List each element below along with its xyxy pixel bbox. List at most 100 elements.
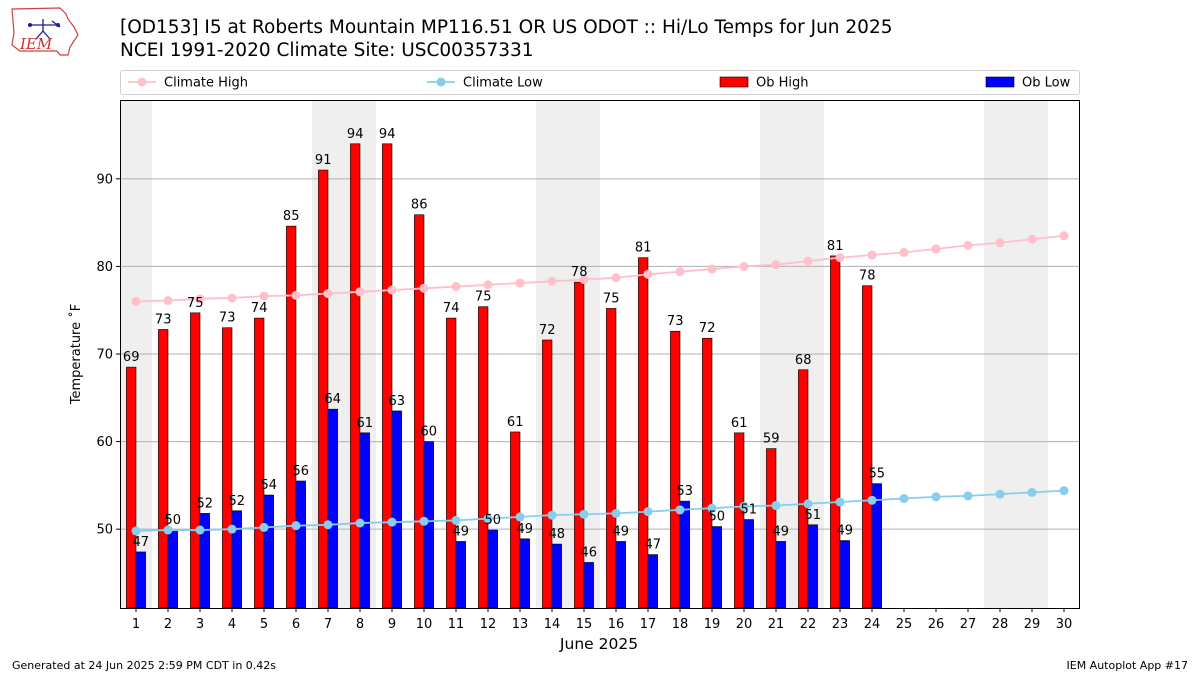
ob-low-label-18: 53 xyxy=(677,484,694,499)
climate-low-point-28 xyxy=(995,489,1005,499)
ob-high-bar-2 xyxy=(158,329,169,609)
ob-high-label-3: 75 xyxy=(187,296,204,311)
climate-high-point-4 xyxy=(227,293,237,303)
x-tick-label-14: 14 xyxy=(544,617,561,632)
climate-low-point-6 xyxy=(291,521,301,531)
legend-label-ob-low: Ob Low xyxy=(1022,76,1071,91)
ob-high-bar-6 xyxy=(286,225,297,609)
x-tick-label-22: 22 xyxy=(800,617,817,632)
x-tick-label-21: 21 xyxy=(768,617,785,632)
climate-high-point-29 xyxy=(1027,234,1037,244)
climate-high-point-6 xyxy=(291,290,301,300)
ob-low-label-12: 50 xyxy=(485,513,502,528)
ob-low-label-17: 47 xyxy=(645,538,662,553)
ob-high-label-9: 94 xyxy=(379,127,396,142)
ob-high-label-18: 73 xyxy=(667,314,684,329)
ob-low-label-7: 64 xyxy=(325,392,342,407)
x-tick-label-1: 1 xyxy=(132,617,140,632)
x-tick-label-24: 24 xyxy=(864,617,881,632)
bar-value-labels: 69 73 75 73 74 85 91 94 94 86 74 75 61 72 78 75 81 73 72 61… xyxy=(123,127,885,561)
logo-text: IEM xyxy=(19,35,53,53)
ob-low-label-20: 51 xyxy=(741,503,758,518)
ob-high-label-10: 86 xyxy=(411,198,428,213)
legend-item-ob-low: Ob Low xyxy=(985,76,1071,91)
x-tick-label-13: 13 xyxy=(512,617,529,632)
ob-high-label-11: 74 xyxy=(443,301,460,316)
ob-high-bar-8 xyxy=(350,143,361,609)
ob-low-label-23: 49 xyxy=(837,524,854,539)
ob-low-bar-13 xyxy=(519,538,530,609)
ob-low-label-24: 55 xyxy=(869,467,886,482)
x-tick-label-2: 2 xyxy=(164,617,172,632)
climate-high-point-19 xyxy=(707,264,717,274)
y-tick-label-60: 60 xyxy=(96,435,113,450)
climate-low-point-25 xyxy=(899,494,909,504)
ob-high-bar-20 xyxy=(734,432,745,609)
x-axis-label: June 2025 xyxy=(559,635,638,653)
ob-high-label-20: 61 xyxy=(731,416,748,431)
x-tick-label-12: 12 xyxy=(480,617,497,632)
y-axis-label: Temperature ˚F xyxy=(68,304,84,405)
ob-high-label-6: 85 xyxy=(283,209,300,224)
climate-low-point-5 xyxy=(259,522,269,532)
ob-high-label-17: 81 xyxy=(635,241,652,256)
climate-high-point-22 xyxy=(803,256,813,266)
x-tick-label-4: 4 xyxy=(228,617,236,632)
climate-low-point-3 xyxy=(195,525,205,535)
climate-low-point-7 xyxy=(323,520,333,530)
ob-low-label-13: 49 xyxy=(517,522,534,537)
climate-low-point-9 xyxy=(387,517,397,527)
ob-low-bar-11 xyxy=(455,541,466,609)
climate-high-point-20 xyxy=(739,261,749,271)
x-tick-label-15: 15 xyxy=(576,617,593,632)
climate-high-point-14 xyxy=(547,276,557,286)
ob-high-bar-12 xyxy=(478,306,489,609)
ob-high-bar-7 xyxy=(318,169,329,609)
climate-high-point-27 xyxy=(963,240,973,250)
climate-low-point-19 xyxy=(707,503,717,513)
ob-low-label-8: 61 xyxy=(357,416,374,431)
ob-low-bar-17 xyxy=(647,554,658,609)
climate-low-point-11 xyxy=(451,515,461,525)
ob-high-label-7: 91 xyxy=(315,153,332,168)
ob-high-label-12: 75 xyxy=(475,290,492,305)
ob-low-label-21: 49 xyxy=(773,524,790,539)
climate-low-point-23 xyxy=(835,497,845,507)
ob-high-label-5: 74 xyxy=(251,301,268,316)
legend-frame xyxy=(120,70,1080,95)
ob-high-bar-11 xyxy=(446,317,457,609)
climate-high-point-2 xyxy=(163,296,173,306)
ob-high-label-22: 68 xyxy=(795,353,812,368)
ob-high-bar-19 xyxy=(702,337,713,609)
x-tick-label-9: 9 xyxy=(388,617,396,632)
climate-low-point-12 xyxy=(483,514,493,524)
climate-low-point-21 xyxy=(771,501,781,511)
climate-low-point-17 xyxy=(643,507,653,517)
legend-item-ob-high: Ob High xyxy=(719,76,809,91)
x-tick-label-10: 10 xyxy=(416,617,433,632)
y-tick-label-80: 80 xyxy=(96,260,113,275)
climate-low-point-24 xyxy=(867,495,877,505)
climate-low-point-16 xyxy=(611,508,621,518)
ob-high-label-14: 72 xyxy=(539,323,556,338)
ob-high-bar-23 xyxy=(830,255,841,609)
climate-low-point-18 xyxy=(675,505,685,515)
climate-low-point-13 xyxy=(515,512,525,522)
climate-low-point-2 xyxy=(163,525,173,535)
ob-low-bar-12 xyxy=(487,529,498,609)
climate-high-point-26 xyxy=(931,244,941,254)
legend: Climate High Climate Low Ob High Ob Low xyxy=(120,70,1080,95)
y-tick-label-70: 70 xyxy=(96,348,113,363)
climate-high-point-7 xyxy=(323,289,333,299)
climate-low-point-8 xyxy=(355,518,365,528)
ob-high-bar-14 xyxy=(542,339,553,609)
ob-low-bar-9 xyxy=(391,410,402,609)
climate-high-point-1 xyxy=(131,296,141,306)
climate-high-point-23 xyxy=(835,253,845,263)
x-tick-label-6: 6 xyxy=(292,617,300,632)
climate-low-point-20 xyxy=(739,501,749,511)
ob-low-bar-6 xyxy=(295,480,306,609)
chart-title: [OD153] I5 at Roberts Mountain MP116.51 … xyxy=(120,17,893,38)
climate-high-point-5 xyxy=(259,291,269,301)
